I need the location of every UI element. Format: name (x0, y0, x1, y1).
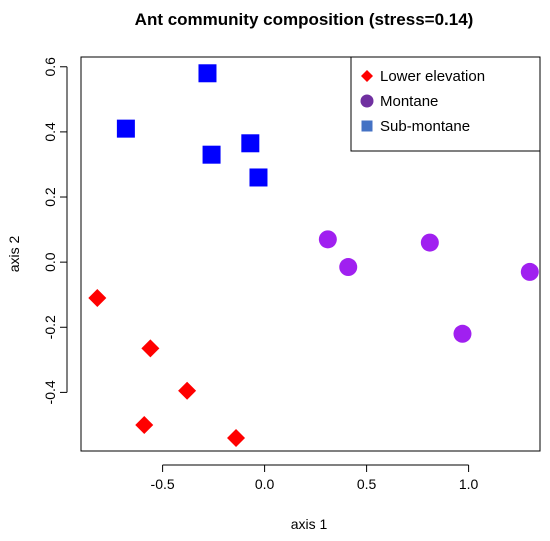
data-point (520, 262, 539, 281)
legend-marker (361, 120, 373, 132)
y-axis: -0.4 -0.2 0.0 0.2 0.4 0.6 (42, 57, 68, 404)
chart-title: Ant community composition (stress=0.14) (135, 10, 474, 29)
x-tick-label: 1.0 (459, 476, 479, 492)
data-point (241, 134, 260, 153)
legend-label: Lower elevation (380, 68, 485, 85)
data-point (318, 230, 337, 249)
x-axis-label: axis 1 (291, 516, 328, 532)
data-points (88, 64, 539, 447)
legend: Lower elevation Montane Sub-montane (350, 56, 541, 152)
legend-marker (360, 94, 374, 108)
data-point (453, 324, 472, 343)
data-point (202, 145, 221, 164)
legend-box (350, 56, 541, 152)
data-point (135, 415, 154, 434)
data-point (339, 258, 358, 277)
data-point (88, 288, 107, 307)
x-axis: -0.5 0.0 0.5 1.0 (151, 464, 479, 492)
y-tick-label: 0.0 (42, 252, 58, 272)
data-point (249, 168, 268, 187)
y-tick-label: 0.4 (42, 122, 58, 142)
data-point (198, 64, 217, 83)
y-tick-label: 0.2 (42, 187, 58, 207)
y-tick-label: 0.6 (42, 57, 58, 77)
x-tick-label: -0.5 (151, 476, 175, 492)
y-tick-label: -0.4 (42, 380, 58, 404)
data-point (227, 428, 246, 447)
y-tick-label: -0.2 (42, 315, 58, 339)
legend-marker (361, 70, 373, 82)
plot-frame (80, 56, 541, 452)
x-tick-label: 0.5 (357, 476, 377, 492)
legend-label: Sub-montane (380, 118, 470, 135)
data-point (178, 381, 197, 400)
data-point (420, 233, 439, 252)
data-point (141, 339, 160, 358)
y-axis-label: axis 2 (6, 236, 22, 273)
legend-label: Montane (380, 93, 438, 110)
data-point (116, 119, 135, 138)
x-tick-label: 0.0 (255, 476, 275, 492)
